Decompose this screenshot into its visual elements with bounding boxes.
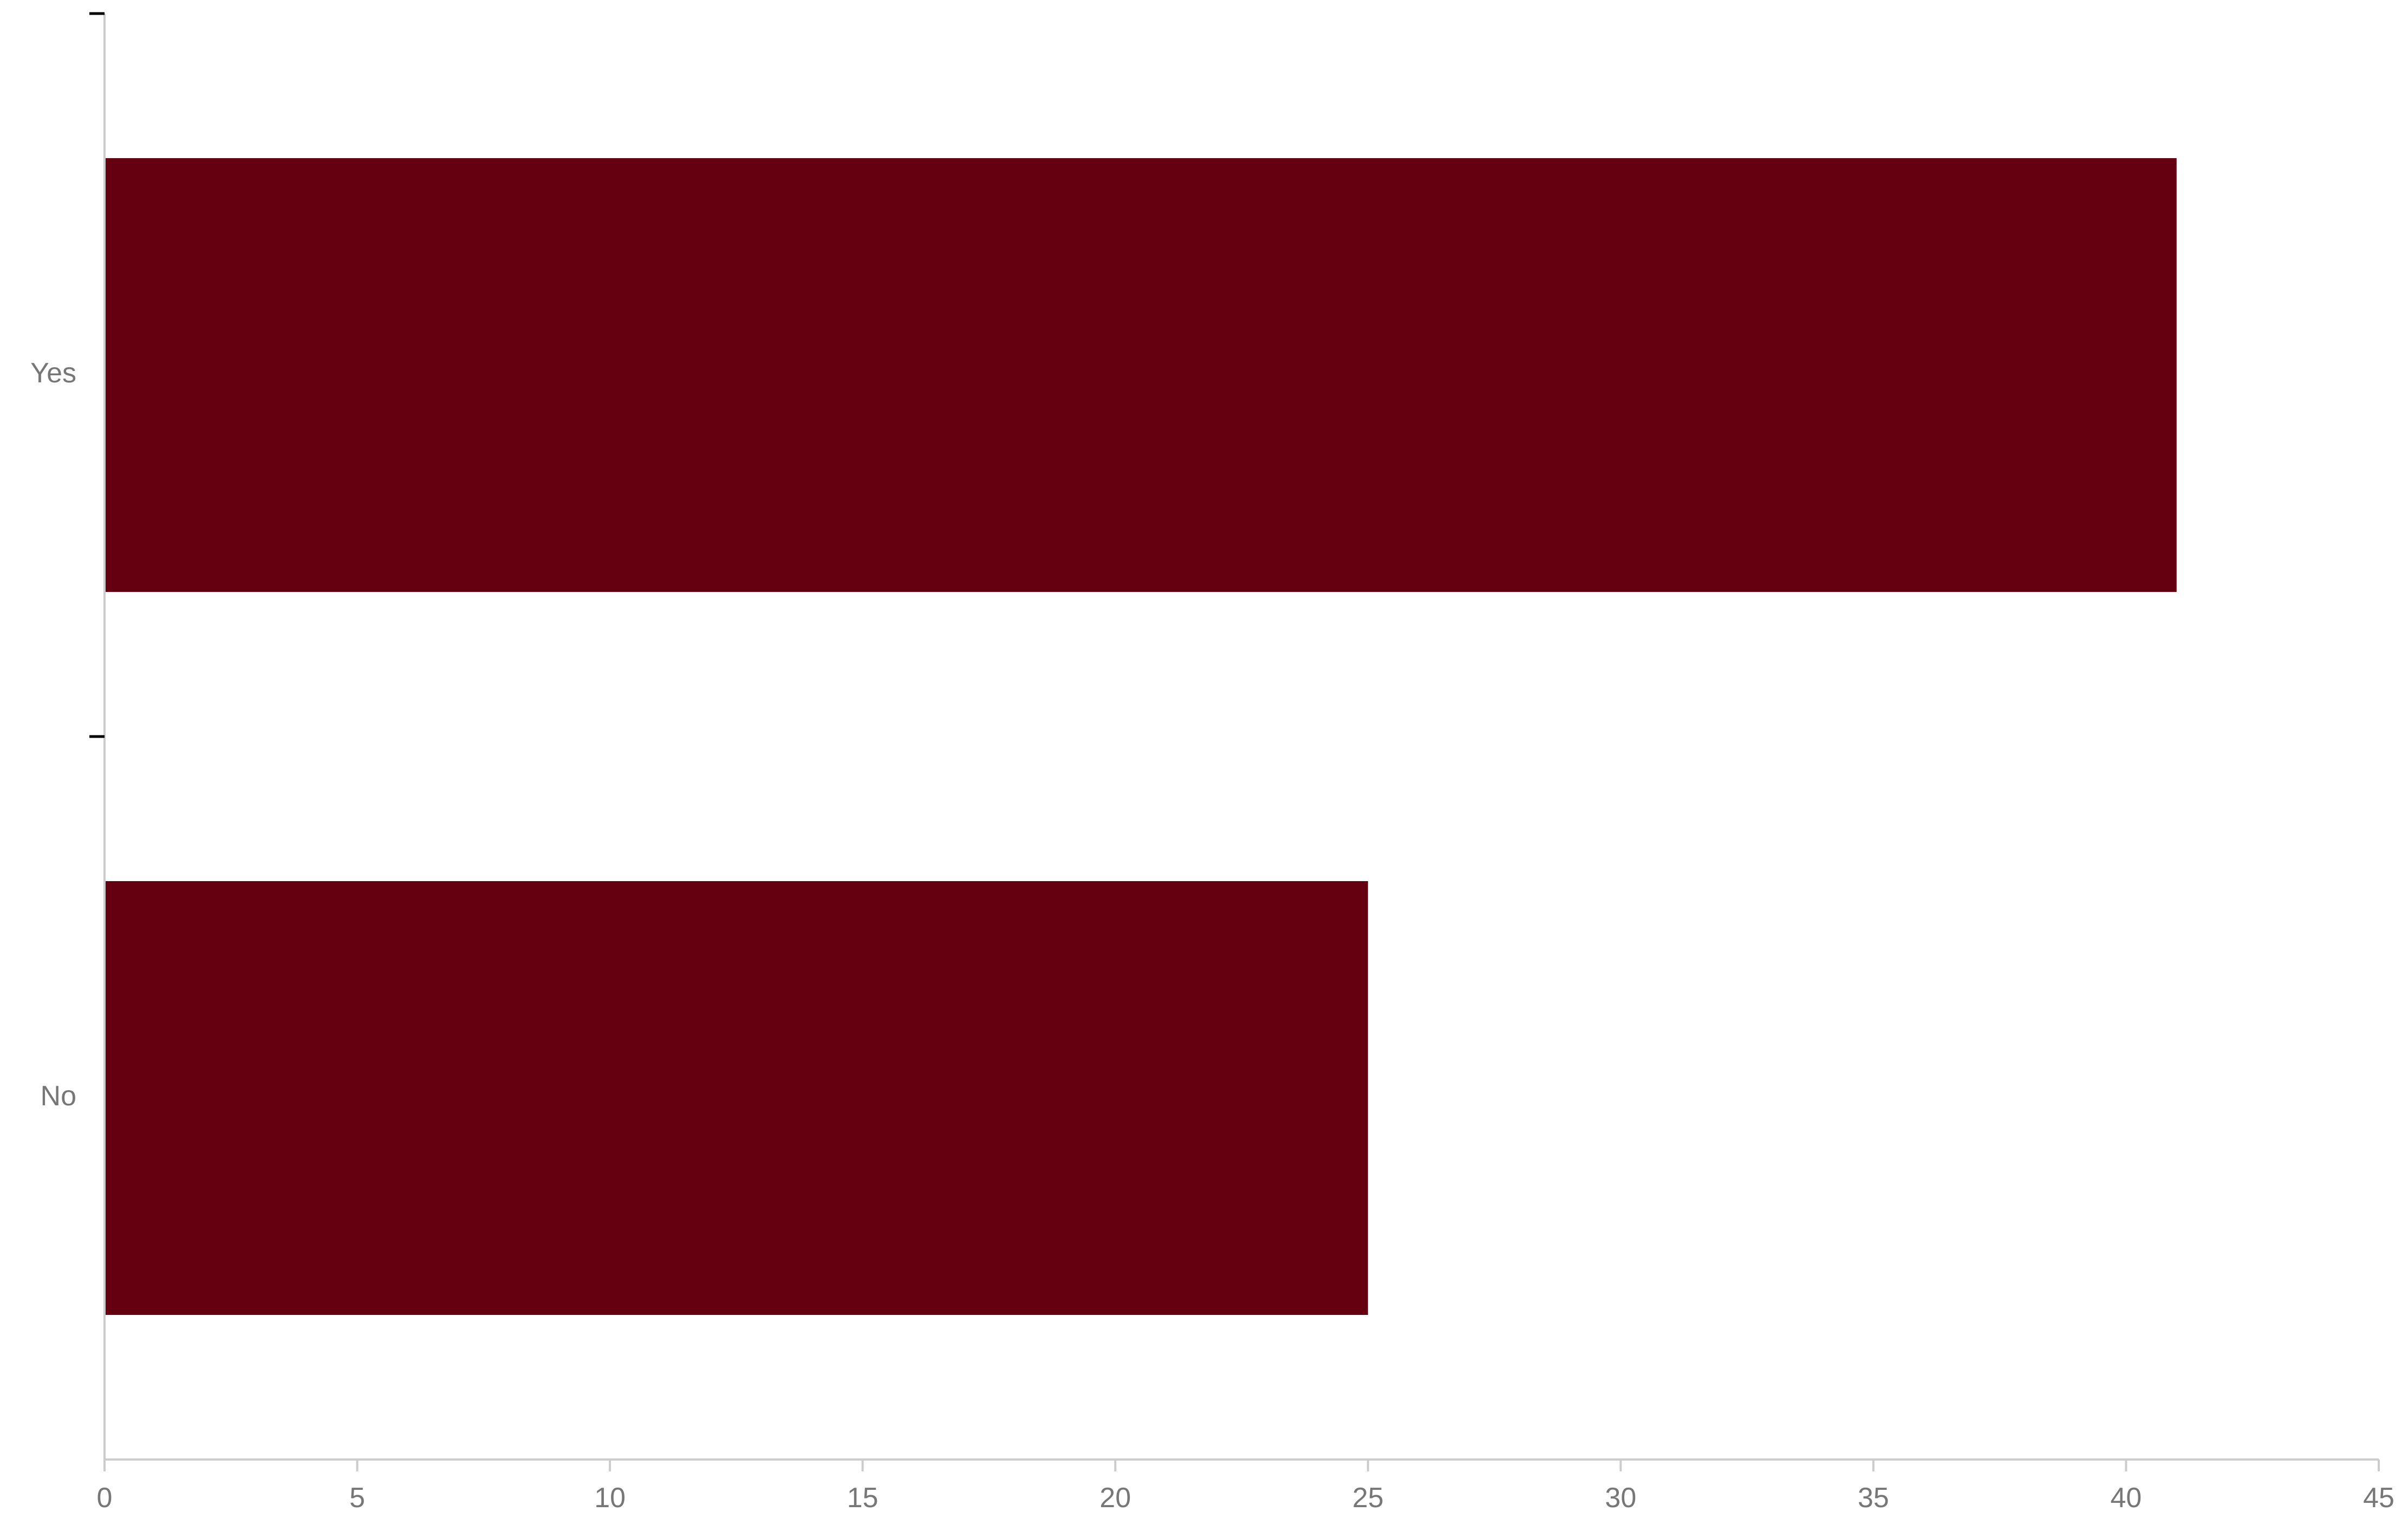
x-tick-label: 35	[1858, 1482, 1889, 1514]
y-tick-label: Yes	[30, 357, 76, 389]
bar-no	[105, 881, 1368, 1315]
bar-yes	[105, 158, 2177, 592]
x-tick-label: 20	[1099, 1482, 1131, 1514]
x-tick-label: 45	[2363, 1482, 2394, 1514]
x-tick-label: 30	[1605, 1482, 1636, 1514]
x-tick-label: 5	[349, 1482, 365, 1514]
x-tick-label: 10	[594, 1482, 626, 1514]
x-tick-label: 25	[1352, 1482, 1384, 1514]
y-tick-label: No	[41, 1080, 76, 1112]
x-tick-label: 15	[847, 1482, 878, 1514]
x-tick-label: 40	[2111, 1482, 2142, 1514]
x-tick-label: 0	[97, 1482, 113, 1514]
